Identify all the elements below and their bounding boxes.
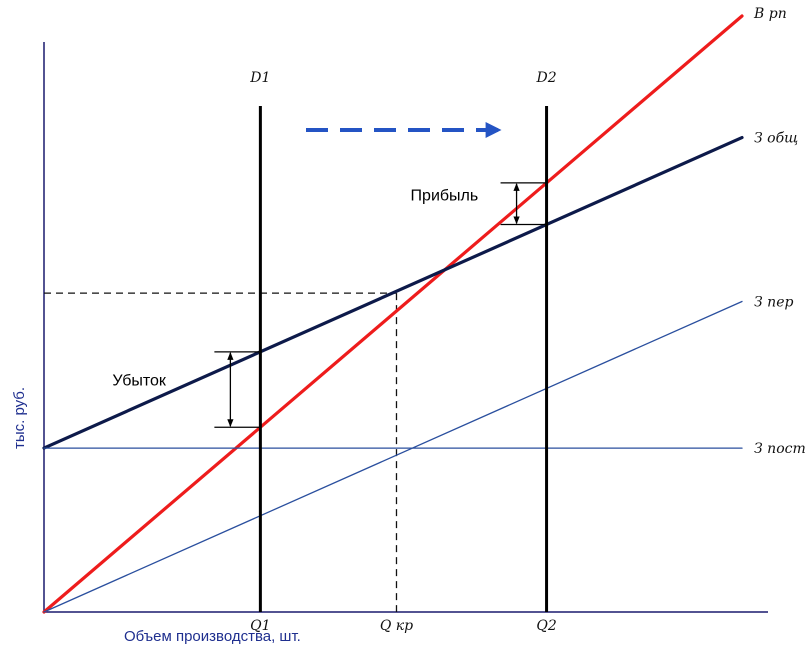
profit-bracket xyxy=(500,182,547,226)
y-axis-label: тыс. руб. xyxy=(11,387,28,449)
q-breakeven-tick-label: Q кр xyxy=(380,618,413,634)
series-label-fixed-cost: З пост xyxy=(754,441,806,457)
q2-tick-label: Q2 xyxy=(536,618,556,634)
series-line-variable-cost xyxy=(43,300,743,613)
q1-tick-label: Q1 xyxy=(250,618,270,634)
series-line-revenue xyxy=(42,14,744,614)
series-label-revenue: В рп xyxy=(753,6,787,22)
series-label-total-cost: З общ xyxy=(754,131,798,147)
profit-annotation: Прибыль xyxy=(411,188,479,205)
d2-label: D2 xyxy=(535,70,556,86)
series-label-variable-cost: З пер xyxy=(754,294,793,310)
x-axis-label: Объем производства, шт. xyxy=(124,628,301,645)
loss-bracket xyxy=(214,351,261,428)
series-line-total-cost xyxy=(42,135,744,450)
loss-annotation: Убыток xyxy=(112,373,167,390)
d1-label: D1 xyxy=(249,70,270,86)
